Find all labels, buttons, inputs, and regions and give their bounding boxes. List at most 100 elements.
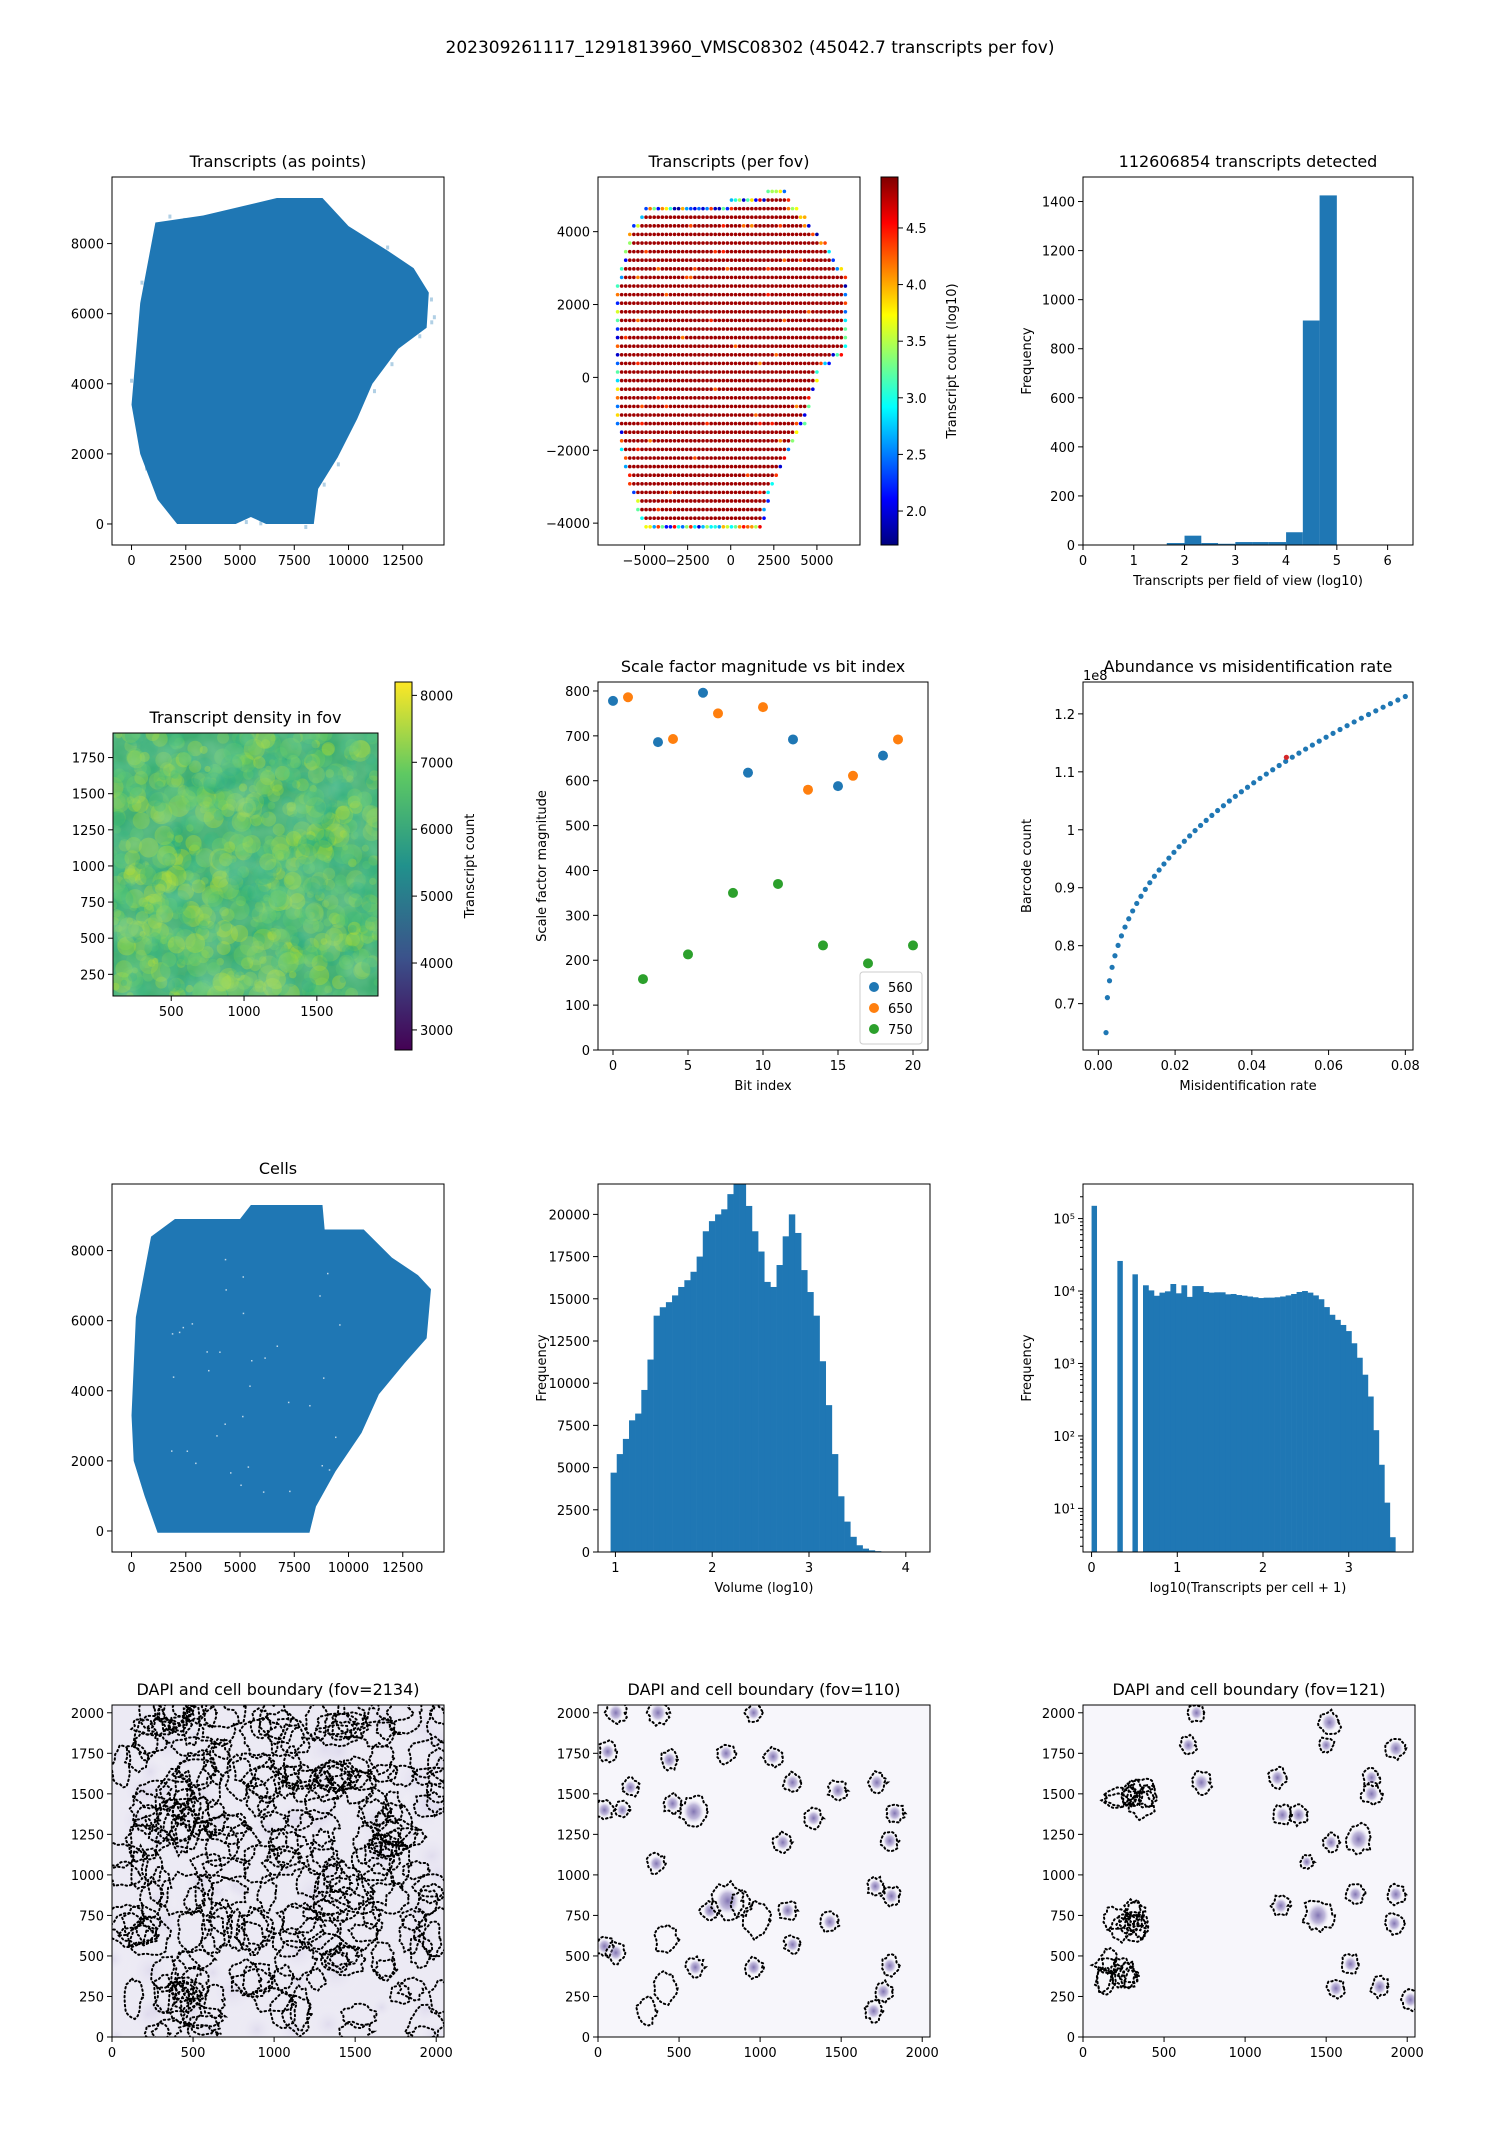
fov-point	[741, 310, 746, 314]
fov-point	[668, 258, 673, 263]
y-tick-label: 400	[565, 864, 590, 879]
fov-point	[835, 267, 840, 271]
fov-point	[802, 232, 807, 237]
fov-point	[632, 464, 636, 469]
dapi-nucleus	[1190, 1705, 1203, 1720]
dapi-nucleus	[786, 1937, 799, 1952]
fov-point	[676, 370, 681, 374]
fov-point	[652, 224, 656, 228]
cell-boundary	[387, 1764, 417, 1788]
fov-point	[839, 318, 844, 323]
fov-point	[713, 275, 718, 280]
barcode-point	[1142, 886, 1148, 892]
fov-point	[717, 275, 722, 280]
fov-point	[652, 507, 656, 512]
cell-boundary	[123, 1976, 145, 2021]
fov-point	[705, 241, 709, 245]
y-tick-label: 20000	[549, 1208, 590, 1223]
fov-point	[680, 473, 685, 477]
fov-point	[676, 292, 681, 297]
barcode-point	[1106, 978, 1113, 984]
histogram-bar	[1378, 1464, 1385, 1552]
fov-point	[811, 327, 815, 331]
cell-boundary	[604, 1940, 627, 1966]
dapi-nucleus	[688, 1959, 702, 1975]
fov-point	[741, 353, 746, 357]
cell-boundary	[1359, 1780, 1385, 1807]
y-tick-label: 750	[80, 896, 105, 911]
colorbar-label: Transcript count (log10)	[945, 283, 960, 439]
fov-point	[745, 361, 750, 366]
fov-point	[798, 370, 803, 374]
fov-point	[798, 344, 803, 349]
fov-point	[636, 275, 640, 280]
fov-point	[684, 241, 689, 245]
histogram-bar	[672, 1295, 679, 1552]
x-axis-label: Bit index	[734, 1079, 792, 1094]
fov-point	[750, 292, 754, 297]
fov-point	[636, 481, 640, 486]
y-tick-label: 6000	[71, 308, 104, 323]
chart-title: Transcript density in fov	[149, 708, 342, 727]
fov-point	[725, 310, 730, 314]
fov-point	[823, 275, 827, 280]
fov-point	[709, 344, 713, 349]
fov-point	[745, 507, 750, 512]
fov-point	[697, 404, 701, 409]
fov-point	[676, 275, 681, 280]
fov-point	[680, 421, 685, 426]
fov-point	[676, 430, 681, 434]
fov-point	[656, 481, 661, 486]
fov-point	[676, 421, 681, 426]
fov-point	[705, 421, 709, 426]
fov-point	[823, 353, 827, 357]
fov-point	[680, 284, 685, 288]
histogram-bar	[1203, 1291, 1210, 1552]
fov-point	[750, 318, 754, 323]
barcode-point	[1138, 893, 1144, 899]
cell-boundary	[386, 1827, 430, 1849]
fov-point	[823, 258, 827, 263]
fov-point	[680, 507, 685, 512]
fov-point	[733, 258, 738, 263]
histogram-bar	[1225, 1294, 1232, 1552]
fov-point	[627, 335, 632, 340]
fov-point	[745, 224, 750, 228]
fov-point	[648, 292, 652, 297]
fov-point	[693, 318, 697, 323]
fov-point	[680, 353, 685, 357]
fov-point	[733, 353, 738, 357]
fov-point	[745, 438, 750, 443]
fov-point	[758, 490, 762, 495]
barcode-point	[1303, 746, 1309, 752]
fov-point	[782, 232, 787, 237]
fov-point	[750, 198, 754, 202]
fov-point	[652, 232, 656, 237]
fov-point	[745, 464, 750, 469]
transcript-point	[418, 334, 422, 339]
fov-point	[693, 490, 697, 495]
barcode-point	[1197, 822, 1204, 829]
fov-point	[660, 430, 665, 434]
fov-point	[627, 241, 632, 245]
fov-point	[701, 301, 705, 306]
fov-point	[745, 387, 750, 392]
fov-point	[623, 447, 628, 452]
transcript-point	[168, 214, 172, 219]
fov-point	[684, 370, 689, 374]
fov-point	[697, 378, 701, 383]
fov-point	[713, 516, 718, 520]
fov-point	[648, 284, 652, 288]
fov-point	[693, 327, 697, 331]
fov-point	[705, 413, 709, 417]
fov-point	[640, 473, 644, 477]
y-tick-label: 1000	[71, 1869, 104, 1884]
chart-p1: 0 2500 5000 7500 10000 1250002000400060008000…	[71, 152, 445, 569]
fov-point	[680, 232, 685, 237]
fov-point	[754, 206, 758, 211]
fov-point	[790, 206, 795, 211]
histogram-bar	[616, 1454, 624, 1552]
fov-point	[697, 524, 701, 529]
fov-point	[676, 361, 681, 366]
fov-point	[623, 344, 628, 349]
